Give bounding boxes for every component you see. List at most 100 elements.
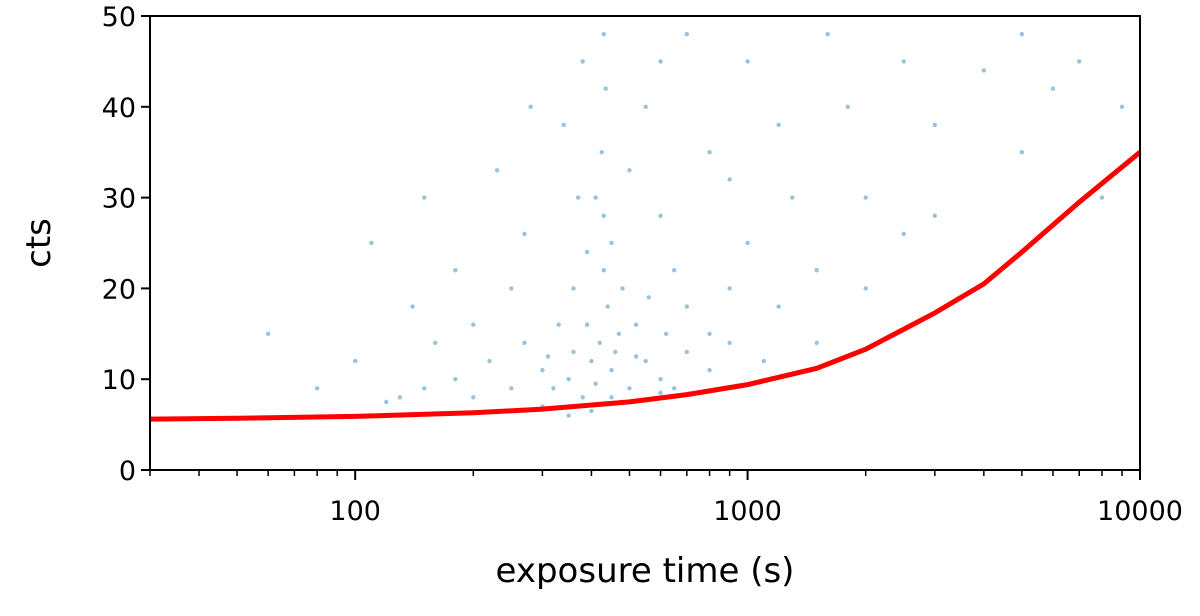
scatter-point: [556, 322, 561, 327]
y-tick-label: 10: [102, 365, 136, 396]
x-tick-label: 10000: [1097, 496, 1183, 527]
scatter-point: [663, 331, 669, 336]
scatter-point: [627, 386, 632, 391]
scatter-point: [471, 395, 476, 400]
scatter-point: [352, 358, 358, 364]
scatter-point: [601, 213, 606, 218]
scatter-point: [671, 268, 677, 273]
scatter-point: [845, 104, 850, 110]
scatter-point: [790, 195, 795, 200]
scatter-point: [605, 304, 610, 309]
scatter-point: [509, 386, 514, 391]
scatter-point: [593, 381, 598, 386]
scatter-point: [901, 59, 906, 64]
scatter-point: [633, 322, 639, 327]
scatter-point: [601, 31, 606, 37]
scatter-point: [643, 104, 648, 110]
scatter-point: [422, 386, 427, 391]
scatter-point: [620, 286, 625, 291]
scatter-point: [397, 395, 403, 400]
scatter-point: [265, 331, 271, 336]
scatter-point: [776, 122, 781, 128]
scatter-point: [901, 231, 906, 237]
scatter-point: [571, 349, 576, 355]
scatter-point: [1077, 59, 1082, 64]
scatter-point: [727, 340, 732, 346]
scatter-point: [707, 331, 712, 336]
scatter-point: [825, 31, 830, 37]
scatter-point: [571, 286, 576, 291]
scatter-point: [410, 304, 415, 309]
scatter-point: [545, 354, 551, 359]
scatter-point: [580, 395, 585, 400]
scatter-point: [658, 377, 663, 382]
scatter-point: [745, 240, 750, 246]
x-tick-label: 100: [329, 496, 381, 527]
scatter-point: [522, 231, 527, 237]
y-tick-label: 30: [102, 184, 136, 215]
scatter-point: [422, 195, 427, 200]
scatter-point: [601, 268, 606, 273]
scatter-point: [981, 68, 987, 73]
scatter-point: [471, 322, 476, 327]
scatter-point: [646, 295, 651, 300]
scatter-point: [613, 349, 618, 355]
scatter-point: [584, 322, 590, 327]
scatter-point: [609, 240, 614, 246]
scatter-point: [433, 340, 438, 346]
scatter-point: [658, 390, 663, 396]
scatter-point: [580, 59, 585, 64]
scatter-point: [551, 386, 556, 391]
scatter-point: [761, 358, 767, 364]
scatter-point: [609, 395, 614, 400]
scatter-point: [684, 349, 690, 355]
scatter-point: [643, 358, 648, 364]
scatter-point: [522, 340, 527, 346]
scatter-point: [932, 122, 938, 128]
scatter-point: [1050, 86, 1056, 91]
scatter-point: [540, 367, 545, 373]
x-tick-label: 1000: [713, 496, 782, 527]
scatter-point: [597, 340, 602, 346]
scatter-point: [599, 150, 604, 155]
scatter-point: [658, 59, 663, 64]
y-tick-label: 40: [102, 93, 136, 124]
scatter-point: [814, 340, 819, 346]
scatter-point: [707, 367, 712, 373]
scatter-point: [494, 168, 500, 173]
scatter-point: [1099, 195, 1105, 200]
y-tick-label: 0: [119, 456, 136, 487]
scatter-point: [509, 286, 514, 291]
x-axis-label: exposure time (s): [496, 551, 795, 591]
scatter-point: [314, 386, 320, 391]
scatter-point: [1119, 104, 1125, 110]
scatter-point: [776, 304, 781, 309]
scatter-point: [745, 59, 750, 64]
y-axis-label: cts: [19, 218, 59, 268]
scatter-point: [566, 377, 571, 382]
scatter-point: [707, 150, 712, 155]
scatter-point: [589, 358, 594, 364]
scatter-point: [727, 286, 732, 291]
scatter-point: [603, 86, 608, 91]
scatter-point: [1019, 31, 1025, 37]
y-tick-label: 50: [102, 2, 136, 33]
scatter-point: [863, 195, 868, 200]
scatter-point: [384, 399, 389, 405]
scatter-point: [584, 249, 590, 255]
scatter-point: [589, 408, 594, 414]
scatter-point: [566, 413, 571, 418]
scatter-point: [453, 377, 458, 382]
scatter-point: [1019, 150, 1025, 155]
scatter-point: [561, 122, 566, 128]
scatter-point: [593, 195, 598, 200]
scatter-point: [575, 195, 581, 200]
scatter-point: [671, 386, 677, 391]
scatter-point: [528, 104, 533, 110]
scatter-point: [453, 268, 458, 273]
scatter-point: [627, 168, 632, 173]
scatter-point: [727, 177, 732, 182]
scatter-point: [684, 31, 690, 37]
scatter-point: [658, 213, 663, 218]
fit-line: [149, 150, 1142, 422]
